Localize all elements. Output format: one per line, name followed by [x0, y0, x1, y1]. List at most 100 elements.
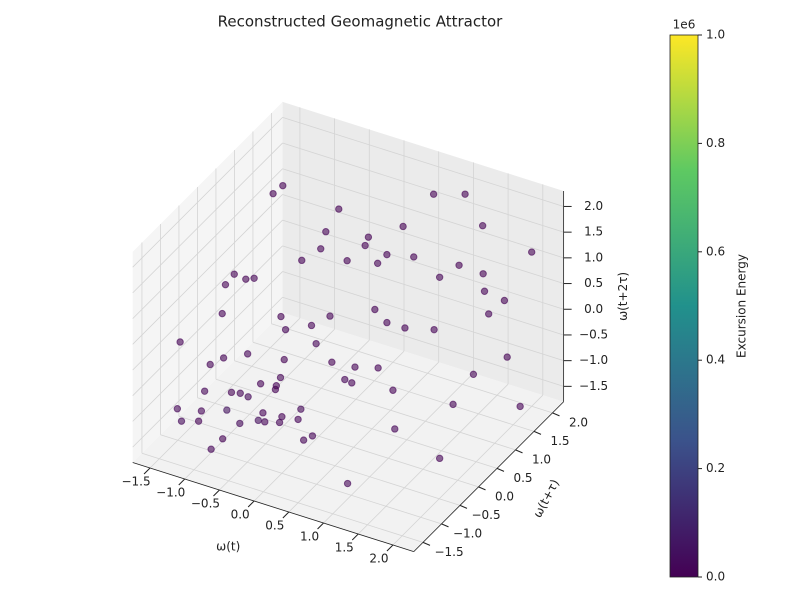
data-point — [361, 241, 369, 250]
y-tick-label: −0.5 — [471, 508, 500, 522]
grid-line — [184, 328, 335, 480]
data-point — [410, 253, 418, 261]
data-point — [389, 386, 397, 394]
data-point — [341, 375, 349, 384]
data-point — [308, 432, 317, 440]
x-tick — [351, 533, 359, 541]
data-point — [371, 305, 379, 314]
data-point — [194, 417, 203, 425]
grid-line — [282, 116, 564, 207]
data-point — [206, 360, 214, 369]
data-point — [374, 364, 382, 372]
grid-line — [132, 142, 283, 294]
grid-line — [219, 339, 370, 491]
x-tick-label: 0.5 — [265, 519, 284, 533]
data-point — [455, 261, 463, 269]
data-point — [254, 416, 262, 425]
data-point — [280, 355, 288, 364]
data-point — [236, 389, 244, 397]
grid-line — [215, 378, 498, 469]
grid-line — [132, 296, 283, 448]
data-point — [197, 407, 206, 415]
data-point — [383, 318, 391, 327]
data-point — [261, 418, 269, 426]
data-point — [484, 310, 493, 318]
y-tick-label: −1.0 — [453, 526, 482, 540]
y-tick-label: 0.0 — [495, 489, 514, 503]
data-point — [435, 454, 444, 463]
data-point — [277, 312, 285, 321]
data-point — [328, 358, 336, 366]
data-point — [391, 425, 399, 433]
y-axis-label: ω(t+τ) — [530, 477, 562, 520]
data-point — [271, 385, 280, 394]
data-point — [429, 190, 438, 198]
data-point — [242, 275, 250, 283]
data-point — [294, 415, 302, 424]
data-point — [435, 273, 444, 281]
y-tick — [422, 541, 431, 546]
y-tick-label: 0.5 — [513, 471, 532, 485]
data-point — [223, 406, 231, 414]
x-tick — [282, 511, 290, 519]
grid-line — [271, 323, 553, 414]
grid-line — [132, 245, 283, 396]
x-tick-label: −0.5 — [191, 497, 220, 511]
y-tick-label: 2.0 — [569, 415, 588, 429]
grid-line — [160, 434, 442, 525]
z-tick-label: −1.0 — [579, 353, 608, 367]
x-tick-label: −1.5 — [121, 475, 150, 489]
y-axis — [413, 401, 564, 552]
x-tick — [178, 478, 186, 486]
data-point — [176, 338, 184, 346]
y-tick-label: 1.0 — [532, 452, 551, 466]
data-point — [173, 405, 182, 413]
grid-line — [392, 394, 544, 546]
data-point — [256, 380, 265, 388]
z-tick-label: 1.5 — [584, 225, 603, 239]
x-tick — [386, 544, 394, 552]
data-point — [335, 205, 343, 213]
y-tick — [496, 467, 505, 472]
data-point — [383, 250, 391, 259]
x-tick — [143, 467, 151, 475]
data-point — [307, 321, 316, 330]
y-tick — [533, 430, 542, 435]
colorbar-tick-label: 0.0 — [706, 570, 725, 584]
grid-line — [132, 117, 283, 268]
x-tick-label: 0.0 — [231, 508, 250, 522]
z-tick-label: 0.0 — [584, 302, 603, 316]
data-point — [177, 417, 186, 425]
data-point — [503, 353, 511, 361]
data-point — [219, 354, 228, 362]
grid-line — [282, 296, 564, 387]
data-point — [500, 296, 509, 305]
data-point — [230, 270, 238, 278]
chart-title: Reconstructed Geomagnetic Attractor — [218, 13, 504, 31]
grid-line — [197, 397, 479, 488]
grid-line — [132, 168, 283, 319]
data-point — [348, 379, 356, 387]
data-point — [218, 309, 226, 318]
data-point — [322, 228, 330, 236]
grid-line — [149, 317, 301, 469]
data-point — [269, 189, 277, 198]
grid-line — [282, 271, 564, 362]
data-point — [326, 312, 334, 320]
colorbar — [669, 34, 699, 578]
data-point — [218, 435, 227, 443]
data-point — [279, 181, 287, 190]
z-tick-label: 0.5 — [584, 276, 603, 290]
grid-line — [323, 372, 474, 524]
data-point — [479, 270, 487, 278]
y-tick-label: 1.5 — [550, 434, 569, 448]
z-tick-label: 2.0 — [584, 199, 603, 213]
y-tick — [478, 486, 486, 491]
z-tick-label: −0.5 — [579, 327, 608, 341]
colorbar-tick-label: 0.8 — [706, 136, 725, 150]
data-point — [516, 402, 524, 411]
data-point — [221, 280, 230, 289]
data-point — [299, 436, 308, 444]
grid-line — [282, 245, 564, 336]
